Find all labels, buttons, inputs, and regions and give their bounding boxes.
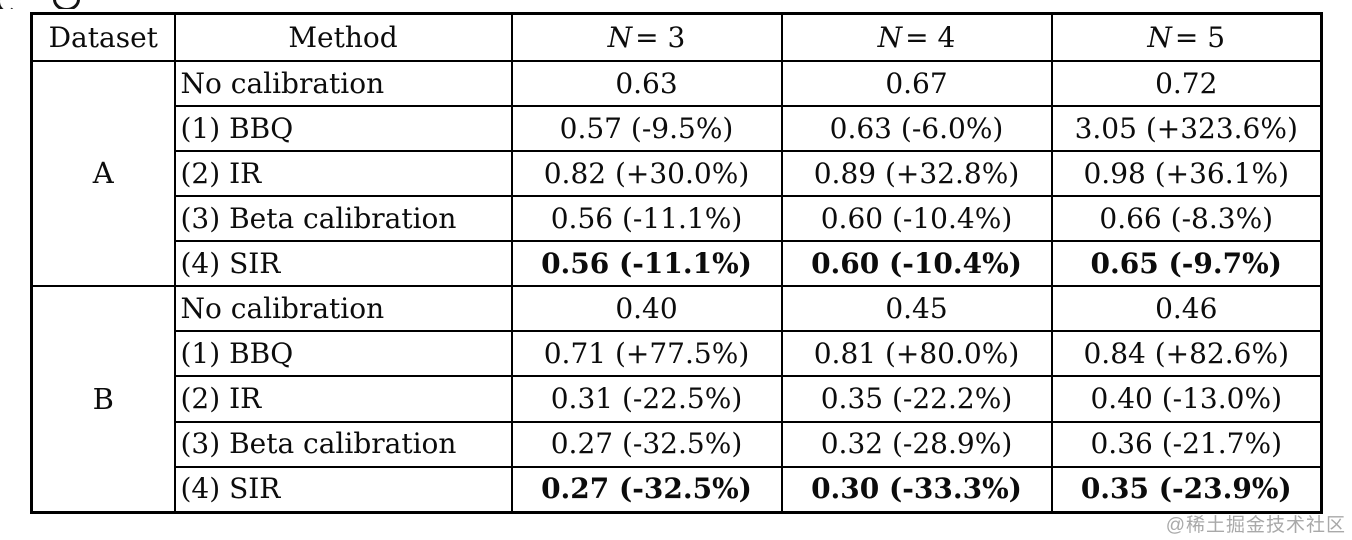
results-table: Dataset Method N = 3 N = 4 N = 5 A No calib… bbox=[30, 12, 1323, 514]
table-row: (1) BBQ 0.57 (-9.5%) 0.63 (-6.0%) 3.05 (… bbox=[32, 105, 1323, 152]
n-equals-value: = 3 bbox=[635, 20, 686, 54]
header-n5: N = 5 bbox=[1050, 13, 1323, 62]
value-cell: 0.66 (-8.3%) bbox=[1050, 195, 1323, 242]
table-row: (3) Beta calibration 0.27 (-32.5%) 0.32 … bbox=[32, 420, 1323, 467]
header-n3: N = 3 bbox=[510, 13, 783, 62]
n-equals-value: = 4 bbox=[905, 20, 956, 54]
value-cell-bold: 0.65 (-9.7%) bbox=[1050, 240, 1323, 287]
value-cell: 0.40 bbox=[510, 285, 783, 332]
n-symbol: N bbox=[877, 20, 903, 54]
method-cell: (2) IR bbox=[173, 375, 513, 422]
table-row-best: (4) SIR 0.27 (-32.5%) 0.30 (-33.3%) 0.35… bbox=[32, 465, 1323, 513]
value-cell: 0.45 bbox=[780, 285, 1053, 332]
table-row: (2) IR 0.31 (-22.5%) 0.35 (-22.2%) 0.40 … bbox=[32, 375, 1323, 422]
table-row: (1) BBQ 0.71 (+77.5%) 0.81 (+80.0%) 0.84… bbox=[32, 330, 1323, 377]
method-cell: No calibration bbox=[173, 285, 513, 332]
n-symbol: N bbox=[607, 20, 633, 54]
header-method: Method bbox=[173, 13, 513, 62]
value-cell-bold: 0.30 (-33.3%) bbox=[780, 465, 1053, 513]
value-cell-bold: 0.60 (-10.4%) bbox=[780, 240, 1053, 287]
value-cell: 0.71 (+77.5%) bbox=[510, 330, 783, 377]
value-cell: 0.63 (-6.0%) bbox=[780, 105, 1053, 152]
method-cell: (2) IR bbox=[173, 150, 513, 197]
value-cell: 0.81 (+80.0%) bbox=[780, 330, 1053, 377]
method-cell: No calibration bbox=[173, 59, 513, 107]
table-row: (3) Beta calibration 0.56 (-11.1%) 0.60 … bbox=[32, 195, 1323, 242]
watermark: @稀土掘金技术社区 bbox=[1165, 515, 1346, 536]
value-cell: 0.72 bbox=[1050, 59, 1323, 107]
value-cell: 0.82 (+30.0%) bbox=[510, 150, 783, 197]
header-dataset: Dataset bbox=[30, 13, 176, 62]
value-cell: 3.05 (+323.6%) bbox=[1050, 105, 1323, 152]
method-cell: (4) SIR bbox=[173, 465, 513, 513]
n-symbol: N bbox=[1147, 20, 1172, 54]
header-n4: N = 4 bbox=[780, 13, 1053, 62]
value-cell: 0.98 (+36.1%) bbox=[1050, 150, 1323, 197]
dataset-cell-b: B bbox=[30, 285, 176, 513]
value-cell: 0.32 (-28.9%) bbox=[780, 420, 1053, 467]
value-cell-bold: 0.27 (-32.5%) bbox=[510, 465, 783, 513]
value-cell: 0.60 (-10.4%) bbox=[780, 195, 1053, 242]
value-cell: 0.84 (+82.6%) bbox=[1050, 330, 1323, 377]
value-cell: 0.40 (-13.0%) bbox=[1050, 375, 1323, 422]
value-cell-bold: 0.35 (-23.9%) bbox=[1050, 465, 1323, 513]
method-cell: (4) SIR bbox=[173, 240, 513, 287]
letter-descender-shape bbox=[0, 0, 17, 9]
n-equals-value: = 5 bbox=[1174, 20, 1226, 54]
method-cell: (1) BBQ bbox=[173, 105, 513, 152]
table-row: B No calibration 0.40 0.45 0.46 bbox=[30, 285, 1323, 513]
value-cell: 0.36 (-21.7%) bbox=[1050, 420, 1323, 467]
table-row: A No calibration 0.63 0.67 0.72 bbox=[30, 59, 1323, 287]
dataset-cell-a: A bbox=[30, 59, 176, 287]
cropped-caption-fragment bbox=[0, 0, 160, 9]
value-cell: 0.57 (-9.5%) bbox=[510, 105, 783, 152]
table-row: (2) IR 0.82 (+30.0%) 0.89 (+32.8%) 0.98 … bbox=[32, 150, 1323, 197]
method-cell: (3) Beta calibration bbox=[173, 420, 513, 467]
value-cell: 0.35 (-22.2%) bbox=[780, 375, 1053, 422]
results-table-container: Dataset Method N = 3 N = 4 N = 5 A No calib… bbox=[30, 12, 1323, 514]
value-cell: 0.56 (-11.1%) bbox=[510, 195, 783, 242]
value-cell: 0.31 (-22.5%) bbox=[510, 375, 783, 422]
value-cell: 0.46 bbox=[1050, 285, 1323, 332]
value-cell: 0.63 bbox=[510, 59, 783, 107]
method-cell: (1) BBQ bbox=[173, 330, 513, 377]
value-cell: 0.67 bbox=[780, 59, 1053, 107]
table-row-best: (4) SIR 0.56 (-11.1%) 0.60 (-10.4%) 0.65… bbox=[32, 240, 1323, 287]
letter-descender-shape bbox=[53, 0, 80, 9]
value-cell: 0.27 (-32.5%) bbox=[510, 420, 783, 467]
method-cell: (3) Beta calibration bbox=[173, 195, 513, 242]
value-cell: 0.89 (+32.8%) bbox=[780, 150, 1053, 197]
value-cell-bold: 0.56 (-11.1%) bbox=[510, 240, 783, 287]
header-row: Dataset Method N = 3 N = 4 N = 5 bbox=[30, 13, 1323, 62]
